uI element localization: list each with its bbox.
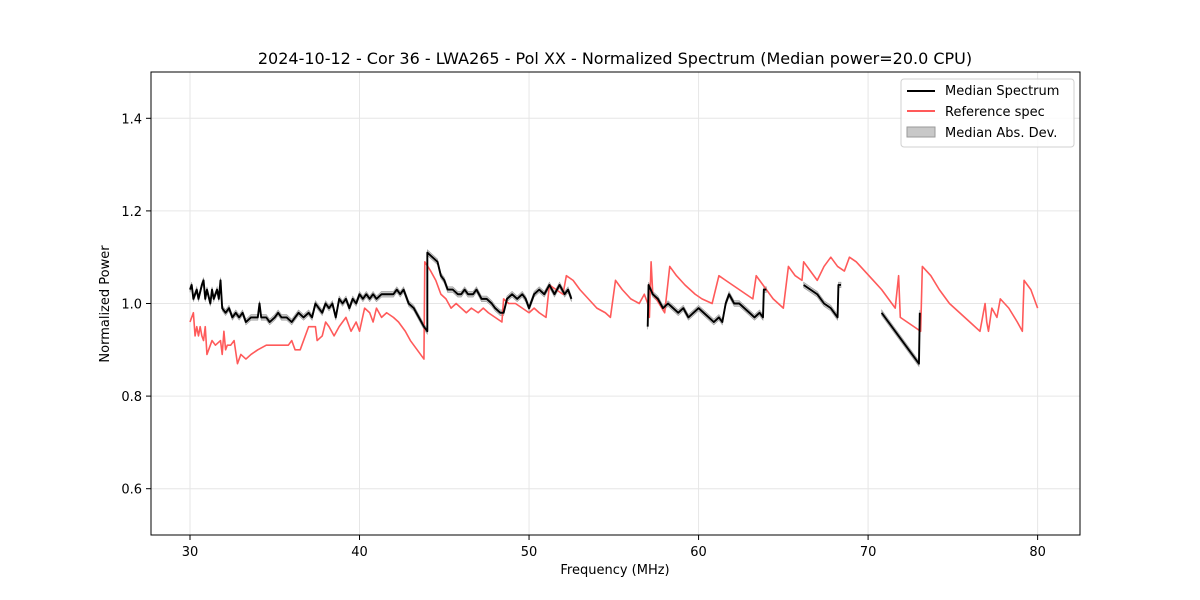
grid-layer	[151, 72, 1080, 535]
x-tick-label: 40	[351, 545, 368, 560]
y-axis-label: Normalized Power	[98, 245, 113, 363]
x-tick-label: 30	[182, 545, 199, 560]
y-tick-label: 0.8	[121, 390, 142, 405]
legend: Median Spectrum Reference spec Median Ab…	[900, 78, 1075, 148]
reference-spec-line	[189, 256, 1039, 365]
y-tick-label: 0.6	[121, 483, 142, 498]
x-axis-label: Frequency (MHz)	[560, 563, 669, 578]
tick-layer: 30 40 50 60 70 80 0.6 0.8 1.0 1.2 1.4	[121, 112, 1046, 560]
x-tick-label: 50	[521, 545, 538, 560]
mad-band	[189, 249, 572, 335]
x-tick-label: 80	[1029, 545, 1046, 560]
x-tick-label: 70	[860, 545, 877, 560]
series-layer	[189, 251, 1039, 365]
median-spectrum-line	[803, 284, 841, 319]
legend-reference-label: Reference spec	[945, 105, 1045, 120]
legend-median-label: Median Spectrum	[945, 84, 1059, 99]
x-tick-label: 60	[690, 545, 707, 560]
y-tick-label: 1.4	[121, 112, 142, 127]
y-tick-label: 1.0	[121, 298, 142, 313]
legend-mad-label: Median Abs. Dev.	[945, 126, 1057, 141]
y-tick-label: 1.2	[121, 205, 142, 220]
median-spectrum-line	[880, 312, 921, 365]
chart-title: 2024-10-12 - Cor 36 - LWA265 - Pol XX - …	[258, 49, 972, 68]
median-spectrum-line	[646, 284, 767, 327]
legend-mad-swatch	[906, 126, 936, 138]
mad-band-layer	[189, 249, 921, 368]
median-spectrum-line	[189, 251, 573, 333]
legend-box	[900, 78, 1075, 148]
